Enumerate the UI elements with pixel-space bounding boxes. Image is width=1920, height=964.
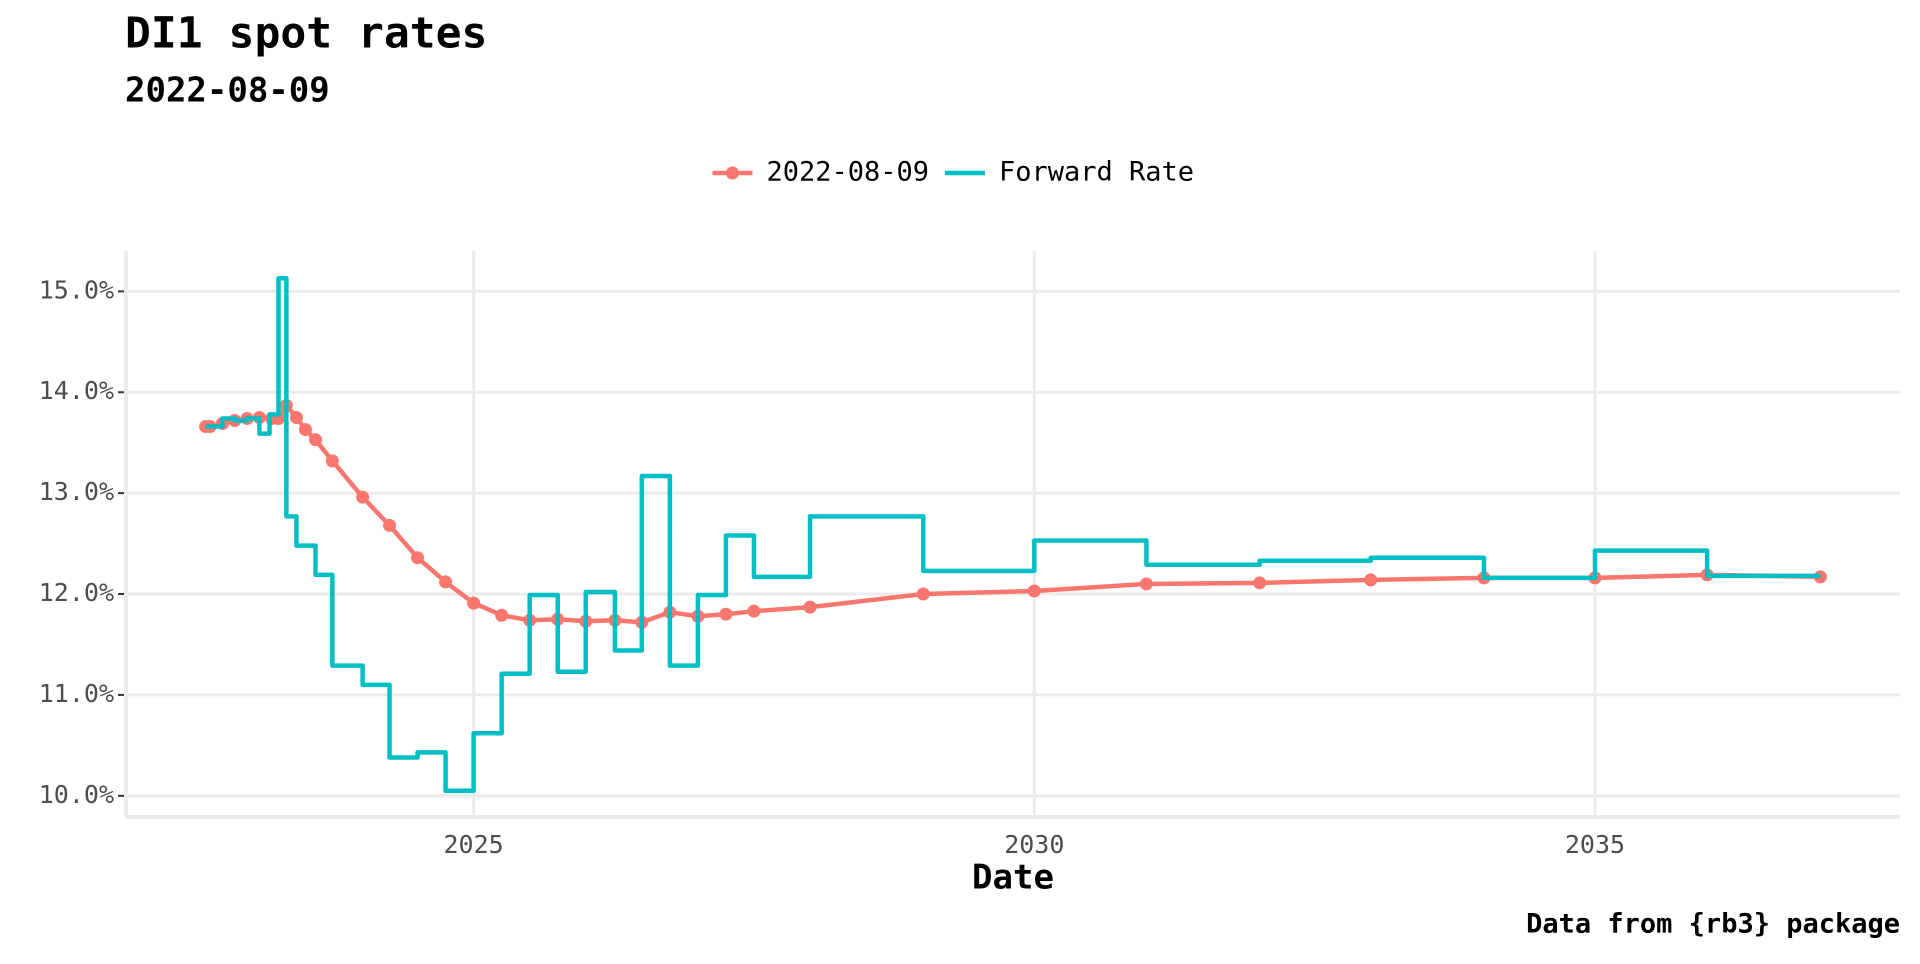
point <box>719 607 733 621</box>
point <box>298 423 312 437</box>
y-tick-label: 15.0% <box>39 275 114 304</box>
x-axis-title: Date <box>972 858 1054 898</box>
point <box>467 596 481 610</box>
y-tick-label: 12.0% <box>39 578 114 607</box>
point <box>289 410 303 424</box>
step-line <box>205 275 1821 794</box>
y-tick-label: 14.0% <box>39 376 114 405</box>
point <box>439 575 453 589</box>
y-tick-label: 11.0% <box>39 679 114 708</box>
point <box>325 454 339 468</box>
point <box>1253 576 1267 590</box>
caption: Data from {rb3} package <box>1526 909 1900 940</box>
point <box>916 587 930 601</box>
series-line <box>205 403 1821 625</box>
point <box>309 433 323 447</box>
legend-item: Forward Rate <box>944 157 1194 188</box>
point <box>803 600 817 614</box>
point <box>495 608 509 622</box>
y-tick-label: 10.0% <box>39 780 114 809</box>
x-tick-label: 2025 <box>444 830 504 859</box>
legend-item: 2022-08-09 <box>712 157 929 188</box>
point <box>411 551 425 565</box>
legend-label: 2022-08-09 <box>766 157 929 188</box>
point <box>1364 573 1378 587</box>
x-tick-label: 2030 <box>1004 830 1064 859</box>
point <box>1027 584 1041 598</box>
x-tick-label: 2035 <box>1565 830 1625 859</box>
y-tick-label: 13.0% <box>39 477 114 506</box>
point <box>747 604 761 618</box>
chart-title: DI1 spot rates <box>125 9 487 59</box>
legend-label: Forward Rate <box>999 157 1194 188</box>
legend-key-point <box>725 166 739 180</box>
chart-subtitle: 2022-08-09 <box>125 71 330 111</box>
point <box>1139 577 1153 591</box>
point <box>356 490 370 504</box>
point <box>383 518 397 532</box>
